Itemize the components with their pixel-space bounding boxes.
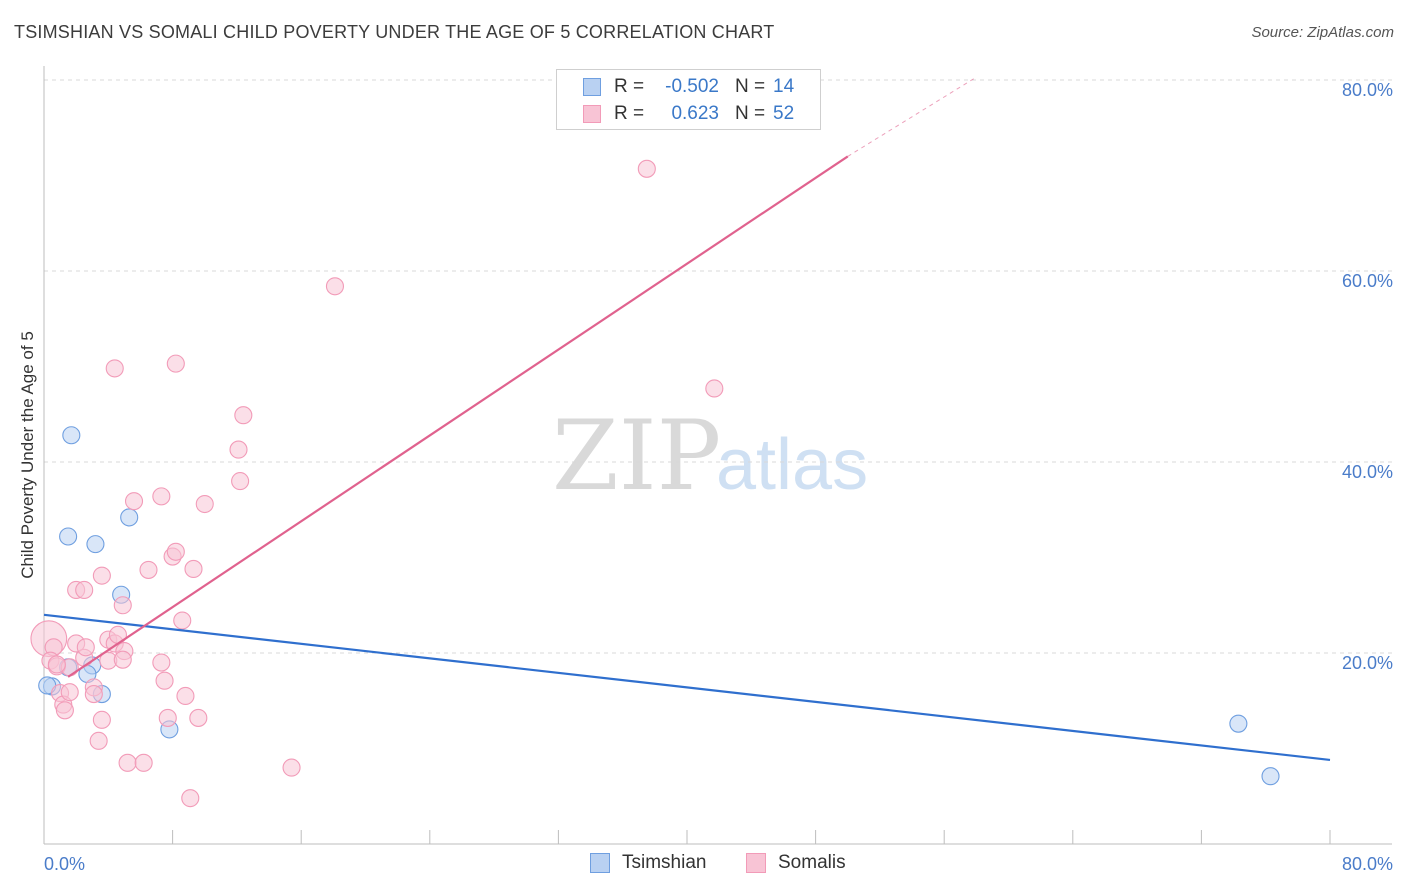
- point-somalis: [184, 559, 203, 579]
- point-somalis: [84, 685, 103, 704]
- point-somalis: [139, 560, 158, 579]
- legend-r-label: R =: [614, 76, 645, 97]
- chart-title: TSIMSHIAN VS SOMALI CHILD POVERTY UNDER …: [14, 22, 775, 42]
- point-somalis: [134, 753, 153, 772]
- point-somalis: [705, 379, 724, 398]
- point-somalis: [195, 494, 214, 514]
- watermark: ZIP atlas: [552, 400, 868, 512]
- trend-line-somalis: [67, 155, 849, 678]
- legend-row-somalis: R = 0.623 N = 52: [557, 101, 820, 127]
- legend-swatch-tsimshian: [590, 853, 610, 873]
- watermark-atlas: atlas: [716, 425, 868, 505]
- point-tsimshian: [59, 527, 78, 546]
- legend-swatch-somalis: [746, 853, 766, 873]
- point-somalis: [89, 731, 108, 750]
- trend-line-extension-somalis: [847, 76, 977, 157]
- point-somalis: [325, 277, 345, 296]
- legend-n-label: N =: [735, 76, 766, 97]
- point-somalis: [166, 354, 185, 373]
- axes: [43, 66, 1392, 845]
- grid: [44, 79, 1392, 654]
- point-somalis: [47, 655, 66, 674]
- tick-labels: 20.0% 40.0% 60.0% 80.0% 0.0% 80.0%: [44, 80, 1393, 874]
- legend-n-value: 52: [773, 103, 795, 124]
- point-somalis: [124, 492, 144, 511]
- y-tick-label: 60.0%: [1342, 271, 1393, 291]
- point-somalis: [229, 440, 248, 459]
- point-somalis: [55, 701, 74, 720]
- legend-r-value: -0.502: [665, 76, 719, 97]
- point-somalis: [113, 650, 132, 669]
- point-tsimshian: [1261, 767, 1280, 786]
- point-somalis: [158, 708, 177, 727]
- point-somalis: [181, 789, 200, 808]
- legend-r-label: R =: [614, 103, 645, 124]
- point-somalis: [155, 671, 174, 690]
- x-tick-label: 80.0%: [1342, 854, 1393, 874]
- point-somalis: [92, 566, 111, 585]
- watermark-zip: ZIP: [552, 400, 721, 512]
- point-somalis: [637, 159, 656, 178]
- data-points: [30, 159, 1280, 808]
- point-somalis: [75, 580, 94, 600]
- legend-n-label: N =: [735, 103, 766, 124]
- point-somalis: [152, 653, 171, 672]
- point-somalis: [60, 683, 79, 702]
- y-tick-label: 40.0%: [1342, 462, 1393, 482]
- point-somalis: [76, 638, 95, 657]
- y-tick-label: 80.0%: [1342, 80, 1393, 100]
- x-tick-label: 0.0%: [44, 854, 85, 874]
- point-somalis: [176, 686, 195, 706]
- legend-swatch-tsimshian: [583, 78, 601, 96]
- legend-n-value: 14: [773, 76, 795, 97]
- point-somalis: [92, 710, 111, 729]
- y-tick-label: 20.0%: [1342, 653, 1393, 673]
- point-somalis: [118, 753, 137, 772]
- legend-stats: R = -0.502 N = 14 R = 0.623 N = 52: [556, 69, 821, 130]
- legend-row-tsimshian: R = -0.502 N = 14: [557, 74, 820, 100]
- point-somalis: [166, 542, 185, 561]
- point-tsimshian: [120, 508, 139, 527]
- point-somalis: [282, 758, 301, 777]
- legend-r-value: 0.623: [671, 103, 719, 124]
- legend-swatch-somalis: [583, 105, 601, 123]
- point-somalis: [189, 708, 208, 727]
- point-tsimshian: [1229, 714, 1248, 733]
- trend-lines: [43, 76, 1331, 762]
- point-tsimshian: [86, 535, 105, 554]
- legend-label-somalis: Somalis: [778, 852, 846, 873]
- source-label: Source: ZipAtlas.com: [1251, 24, 1394, 41]
- trend-line-tsimshian: [43, 613, 1331, 762]
- point-somalis: [152, 487, 171, 506]
- point-somalis: [234, 406, 253, 425]
- legend-label-tsimshian: Tsimshian: [622, 852, 707, 873]
- point-somalis: [231, 472, 250, 491]
- point-tsimshian: [62, 426, 81, 445]
- point-somalis: [105, 359, 124, 378]
- point-somalis: [113, 596, 132, 615]
- point-somalis: [173, 611, 192, 630]
